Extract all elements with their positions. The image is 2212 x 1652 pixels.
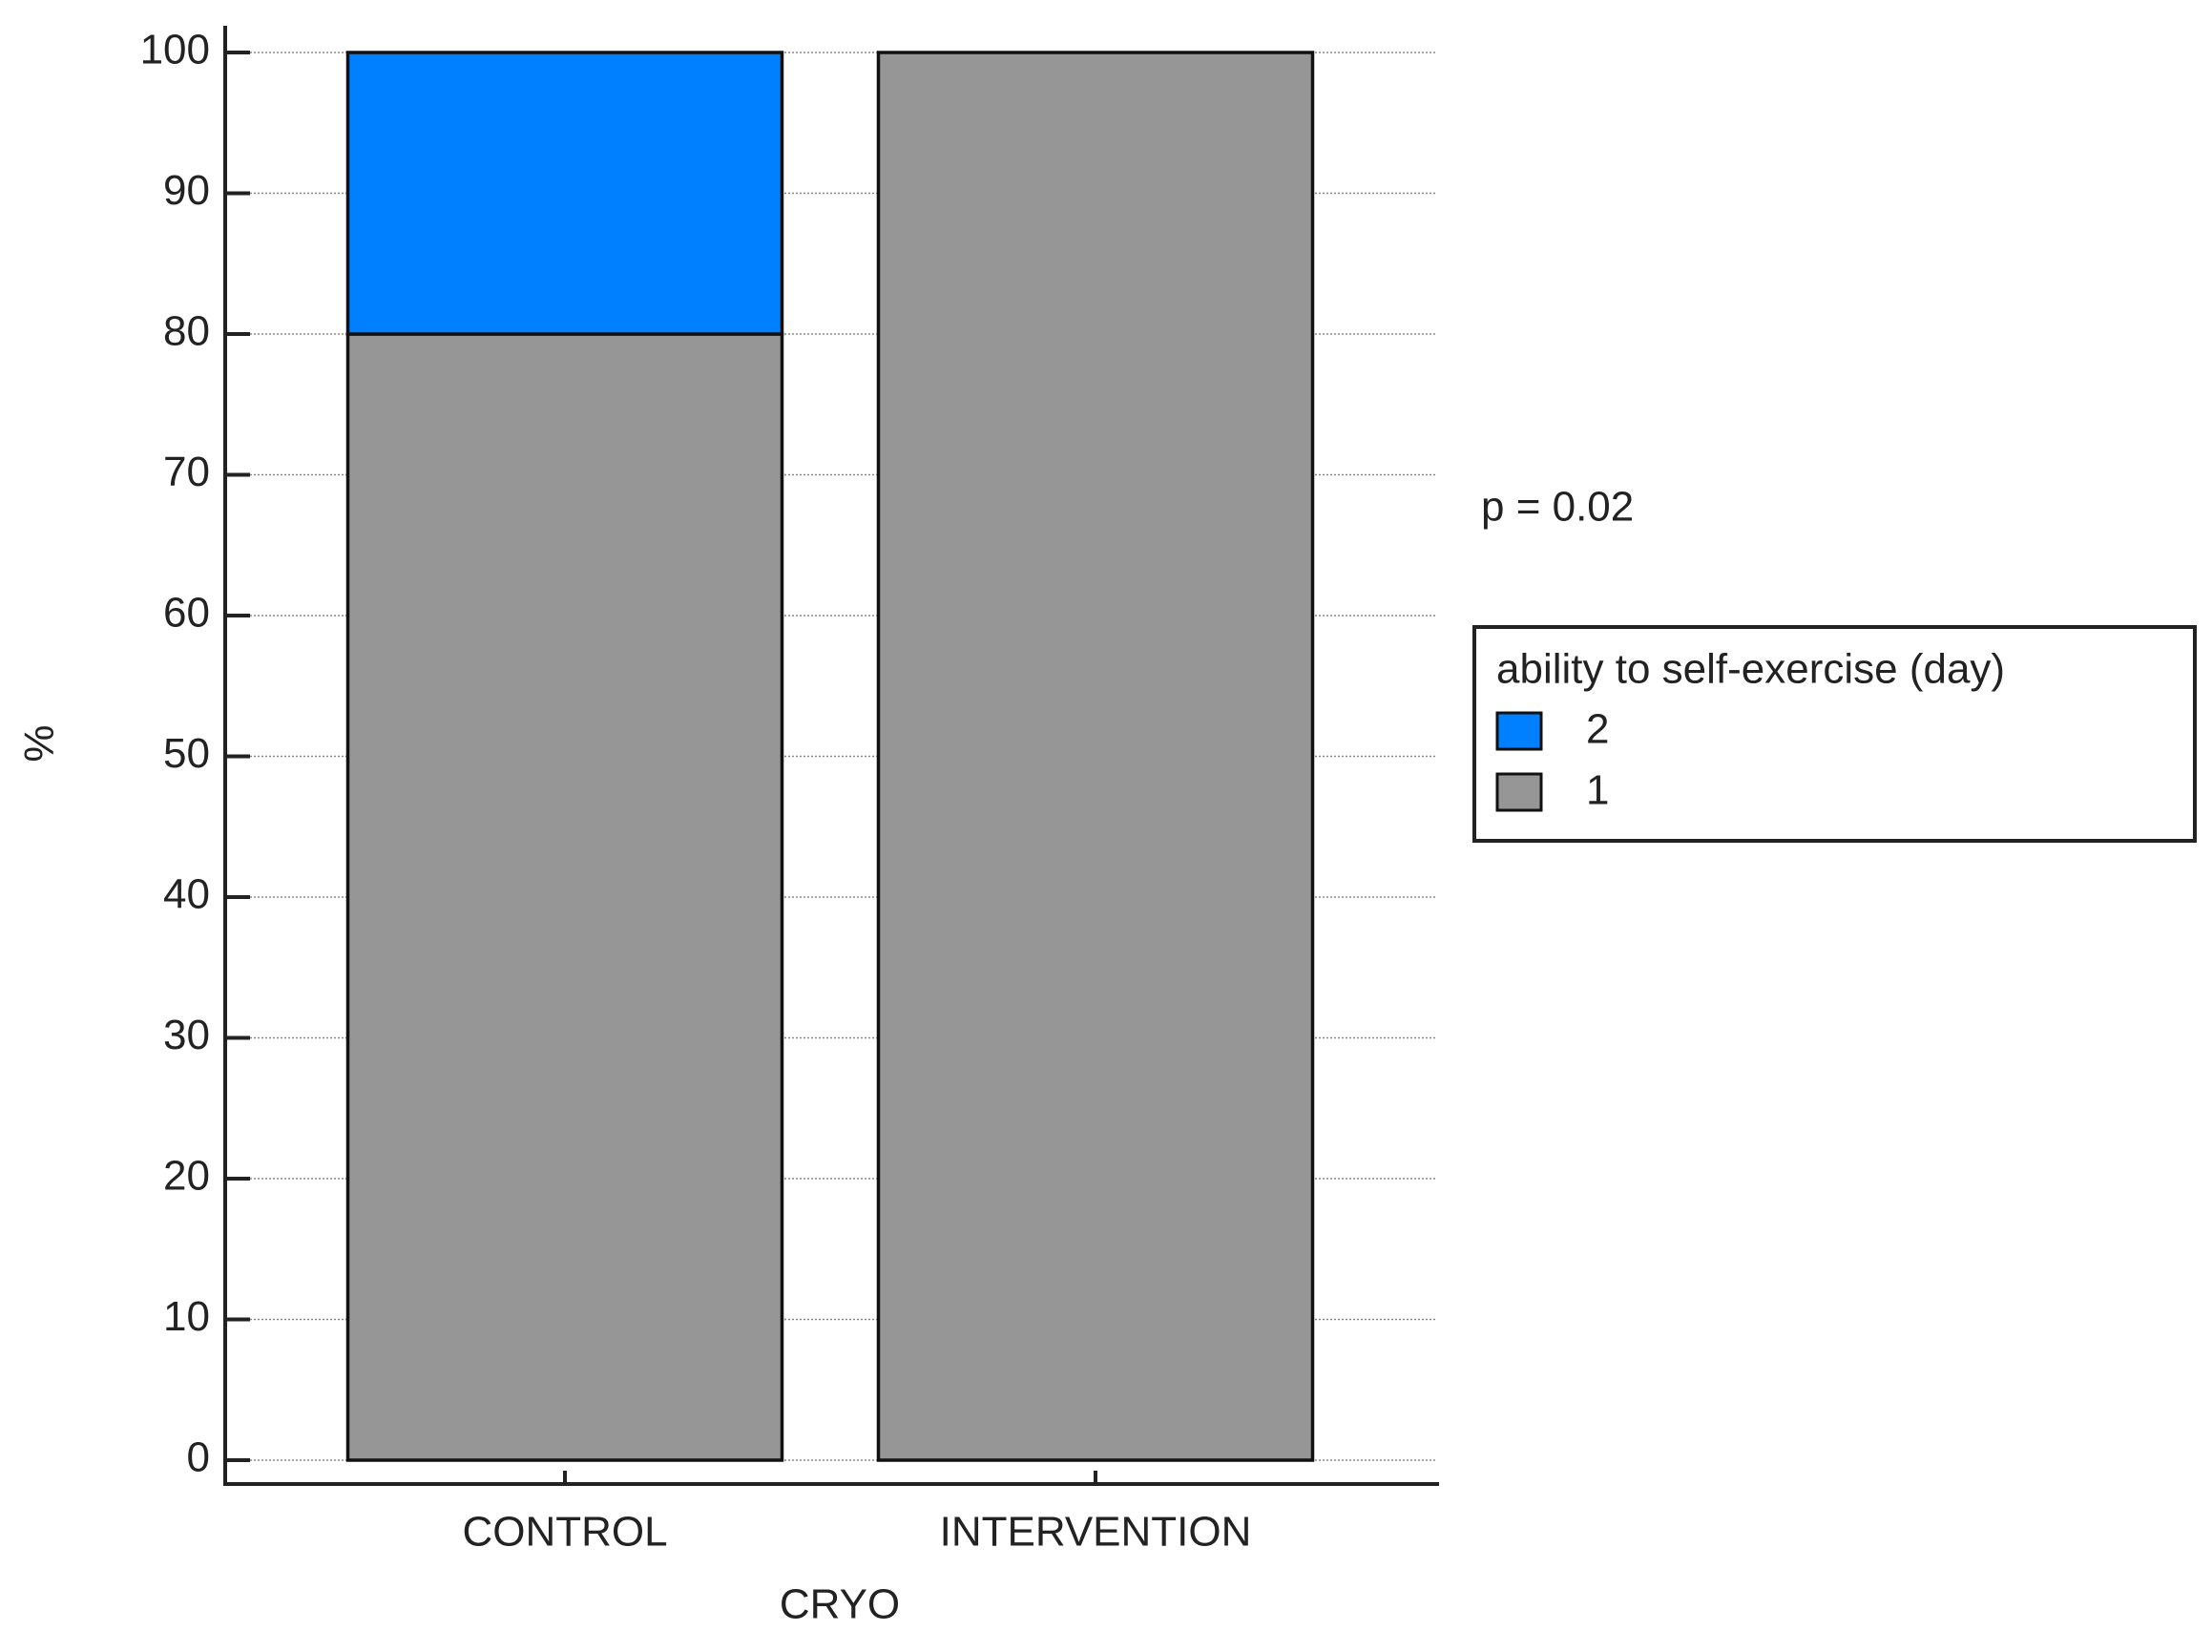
y-tick-label: 40 [163,871,210,918]
bar-segment [345,51,784,336]
legend-swatch [1495,772,1543,812]
y-tick-label: 80 [163,308,210,355]
bar-segment [345,332,784,1462]
y-tick-label: 50 [163,730,210,777]
y-tick-label: 10 [163,1293,210,1340]
x-axis-title: CRYO [780,1581,900,1628]
legend-label: 2 [1586,706,1609,753]
bar-segment [876,51,1315,1462]
y-tick-label: 70 [163,449,210,495]
y-tick-label: 90 [163,167,210,214]
legend-label: 1 [1586,767,1609,814]
y-tick-label: 30 [163,1012,210,1058]
y-tick-label: 100 [140,27,210,73]
legend-title: ability to self-exercise (day) [1496,646,2005,693]
legend-box [1472,625,2197,843]
y-axis-title: % [16,724,63,762]
x-tick-label: INTERVENTION [940,1509,1252,1556]
y-tick-label: 20 [163,1153,210,1200]
y-tick-label: 0 [187,1434,210,1481]
y-tick-label: 60 [163,590,210,637]
legend-swatch [1495,711,1543,751]
x-tick-label: CONTROL [462,1509,667,1556]
annotation: p = 0.02 [1481,484,1634,531]
